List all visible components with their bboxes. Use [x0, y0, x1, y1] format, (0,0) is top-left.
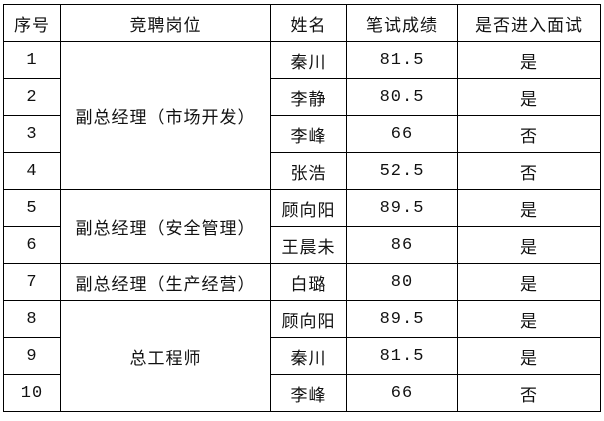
row-number: 6 — [3, 226, 61, 264]
position-cell: 总工程师 — [60, 300, 271, 412]
score-cell: 66 — [346, 115, 458, 153]
interview-cell: 是 — [457, 78, 601, 116]
table-row: 9 秦川 81.5 是 — [3, 337, 601, 375]
table-row: 4 张浩 52.5 否 — [3, 152, 601, 190]
row-number: 2 — [3, 78, 61, 116]
score-cell: 52.5 — [346, 152, 458, 190]
table-row: 7 副总经理（生产经营） 白璐 80 是 — [3, 263, 601, 301]
interview-cell: 是 — [457, 263, 601, 301]
score-cell: 66 — [346, 374, 458, 412]
score-cell: 81.5 — [346, 337, 458, 375]
position-cell: 副总经理（生产经营） — [60, 263, 271, 301]
interview-cell: 是 — [457, 41, 601, 79]
name-cell: 白璐 — [270, 263, 347, 301]
table-row: 1 副总经理（市场开发） 秦川 81.5 是 — [3, 41, 601, 190]
table-row: 3 李峰 66 否 — [3, 115, 601, 153]
header-interview: 是否进入面试 — [457, 4, 601, 42]
name-cell: 李峰 — [270, 374, 347, 412]
interview-cell: 否 — [457, 374, 601, 412]
row-number: 4 — [3, 152, 61, 190]
row-number: 8 — [3, 300, 61, 338]
score-cell: 81.5 — [346, 41, 458, 79]
score-cell: 89.5 — [346, 189, 458, 227]
header-position: 竞聘岗位 — [60, 4, 271, 42]
row-number: 10 — [3, 374, 61, 412]
score-cell: 86 — [346, 226, 458, 264]
interview-cell: 是 — [457, 226, 601, 264]
score-cell: 89.5 — [346, 300, 458, 338]
interview-cell: 否 — [457, 115, 601, 153]
interview-cell: 是 — [457, 189, 601, 227]
table-row: 8 总工程师 顾向阳 89.5 是 — [3, 300, 601, 412]
row-number: 1 — [3, 41, 61, 79]
name-cell: 秦川 — [270, 337, 347, 375]
name-cell: 张浩 — [270, 152, 347, 190]
header-no: 序号 — [3, 4, 61, 42]
table-row: 6 王晨未 86 是 — [3, 226, 601, 264]
interview-cell: 否 — [457, 152, 601, 190]
position-cell: 副总经理（市场开发） — [60, 41, 271, 190]
score-cell: 80.5 — [346, 78, 458, 116]
interview-cell: 是 — [457, 337, 601, 375]
position-cell: 副总经理（安全管理） — [60, 189, 271, 264]
row-number: 7 — [3, 263, 61, 301]
name-cell: 顾向阳 — [270, 189, 347, 227]
table-row: 10 李峰 66 否 — [3, 374, 601, 412]
name-cell: 秦川 — [270, 41, 347, 79]
header-score: 笔试成绩 — [346, 4, 458, 42]
table-row: 5 副总经理（安全管理） 顾向阳 89.5 是 — [3, 189, 601, 264]
score-cell: 80 — [346, 263, 458, 301]
name-cell: 王晨未 — [270, 226, 347, 264]
header-row: 序号 竞聘岗位 姓名 笔试成绩 是否进入面试 — [3, 4, 601, 42]
row-number: 5 — [3, 189, 61, 227]
row-number: 9 — [3, 337, 61, 375]
name-cell: 顾向阳 — [270, 300, 347, 338]
header-name: 姓名 — [270, 4, 347, 42]
name-cell: 李静 — [270, 78, 347, 116]
name-cell: 李峰 — [270, 115, 347, 153]
row-number: 3 — [3, 115, 61, 153]
interview-cell: 是 — [457, 300, 601, 338]
results-table: 序号 竞聘岗位 姓名 笔试成绩 是否进入面试 1 副总经理（市场开发） 秦川 81.5… — [3, 4, 601, 412]
